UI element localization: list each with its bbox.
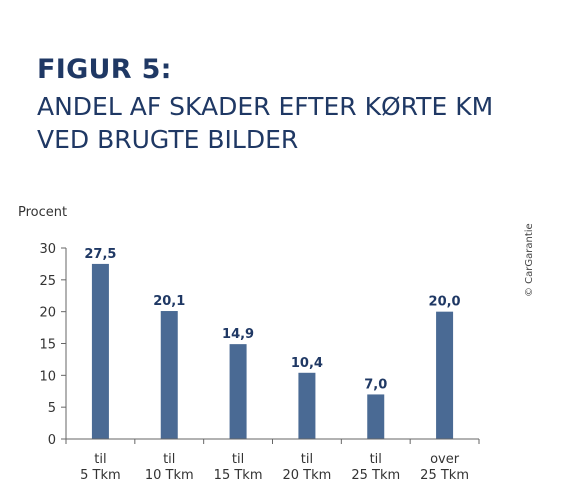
- value-labels: 27,5 20,1 14,9 10,4 7,0 20,0: [84, 247, 460, 393]
- x-tick-label: over: [430, 452, 460, 467]
- y-axis-ticks: 0 5 10 15 20 25 30: [39, 242, 66, 448]
- value-label: 7,0: [364, 377, 387, 392]
- value-label: 10,4: [291, 356, 323, 371]
- y-tick-label: 0: [48, 433, 56, 448]
- bar: [160, 311, 178, 439]
- y-tick-label: 20: [39, 306, 56, 321]
- axes: [65, 248, 480, 444]
- x-tick-label: til: [94, 452, 106, 467]
- figure-title: ANDEL AF SKADER EFTER KØRTE KM VED BRUGT…: [37, 90, 517, 156]
- y-axis-label: Procent: [18, 205, 67, 220]
- value-label: 14,9: [222, 327, 254, 342]
- bar: [229, 344, 247, 439]
- figure-label: FIGUR 5:: [37, 54, 172, 85]
- x-tick-label: til: [301, 452, 313, 467]
- y-tick-label: 30: [39, 242, 56, 257]
- value-label: 27,5: [84, 247, 116, 262]
- y-tick-label: 5: [48, 401, 56, 416]
- x-tick-label: 15 Tkm: [214, 468, 263, 483]
- x-tick-label: til: [232, 452, 244, 467]
- x-tick-label: 10 Tkm: [145, 468, 194, 483]
- x-tick-label: 20 Tkm: [283, 468, 332, 483]
- x-tick-label: til: [370, 452, 382, 467]
- bar: [298, 372, 316, 439]
- bar: [367, 394, 385, 439]
- figure-title-line-2: VED BRUGTE BILDER: [37, 125, 299, 154]
- bar: [91, 263, 109, 439]
- x-tick-label: 25 Tkm: [351, 468, 400, 483]
- value-label: 20,0: [429, 295, 461, 310]
- value-label: 20,1: [153, 294, 185, 309]
- x-tick-label: til: [163, 452, 175, 467]
- bars: [91, 263, 454, 439]
- y-tick-label: 10: [39, 369, 56, 384]
- x-tick-label: 5 Tkm: [80, 468, 121, 483]
- y-tick-label: 15: [39, 338, 56, 353]
- x-tick-label: 25 Tkm: [420, 468, 469, 483]
- figure-title-line-1: ANDEL AF SKADER EFTER KØRTE KM: [37, 92, 494, 121]
- bar: [436, 311, 454, 439]
- y-tick-label: 25: [39, 274, 56, 289]
